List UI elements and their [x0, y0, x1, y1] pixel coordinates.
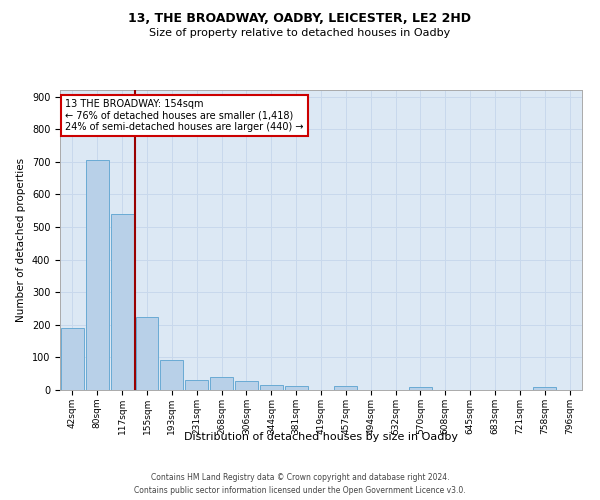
Bar	[61, 328, 84, 390]
Bar	[533, 386, 556, 390]
Bar	[260, 385, 283, 390]
Bar	[136, 316, 158, 390]
Bar	[86, 160, 109, 390]
Text: Contains public sector information licensed under the Open Government Licence v3: Contains public sector information licen…	[134, 486, 466, 495]
Bar	[210, 377, 233, 390]
Text: Size of property relative to detached houses in Oadby: Size of property relative to detached ho…	[149, 28, 451, 38]
Bar	[334, 386, 357, 390]
Bar	[160, 360, 183, 390]
Bar	[285, 386, 308, 390]
Bar	[409, 388, 432, 390]
Bar	[111, 214, 134, 390]
Text: 13, THE BROADWAY, OADBY, LEICESTER, LE2 2HD: 13, THE BROADWAY, OADBY, LEICESTER, LE2 …	[128, 12, 472, 26]
Y-axis label: Number of detached properties: Number of detached properties	[16, 158, 26, 322]
Text: 13 THE BROADWAY: 154sqm
← 76% of detached houses are smaller (1,418)
24% of semi: 13 THE BROADWAY: 154sqm ← 76% of detache…	[65, 99, 304, 132]
Bar	[235, 381, 258, 390]
Text: Contains HM Land Registry data © Crown copyright and database right 2024.: Contains HM Land Registry data © Crown c…	[151, 472, 449, 482]
Bar	[185, 380, 208, 390]
Text: Distribution of detached houses by size in Oadby: Distribution of detached houses by size …	[184, 432, 458, 442]
